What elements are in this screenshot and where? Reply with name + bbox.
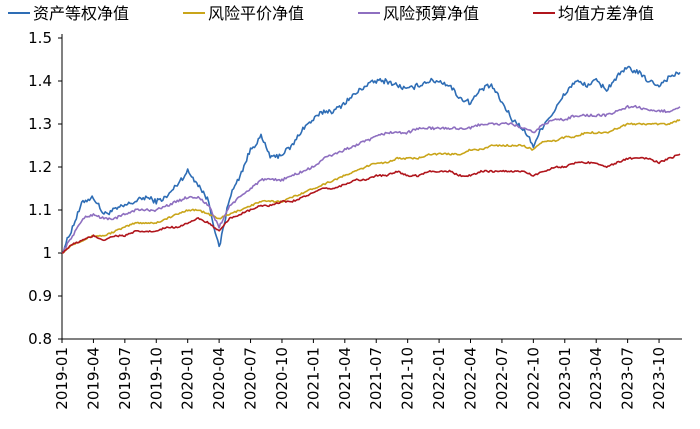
legend: 资产等权净值 风险平价净值 风险预算净值 均值方差净值: [8, 4, 654, 23]
x-tick-label: 2022-01: [430, 347, 448, 410]
legend-label: 风险预算净值: [383, 4, 479, 23]
x-tick-label: 2023-04: [587, 347, 605, 410]
x-tick-label: 2021-10: [399, 347, 417, 410]
y-tick-label: 1.3: [28, 115, 52, 133]
x-tick-label: 2023-07: [619, 347, 637, 410]
y-tick-label: 1.2: [28, 158, 52, 176]
x-tick-label: 2019-01: [53, 347, 71, 410]
series-line: [61, 65, 681, 254]
x-tick-label: 2020-07: [242, 347, 260, 410]
x-tick-label: 2021-07: [367, 347, 385, 410]
x-tick-label: 2023-10: [650, 347, 668, 410]
series-layer: [61, 65, 681, 254]
legend-label: 风险平价净值: [208, 4, 304, 23]
x-tick-label: 2020-01: [179, 347, 197, 410]
x-tick-label: 2020-04: [210, 347, 228, 410]
x-tick-label: 2021-04: [336, 347, 354, 410]
x-tick-label: 2022-07: [493, 347, 511, 410]
y-tick-label: 1.4: [28, 72, 52, 90]
series-line: [61, 104, 681, 254]
legend-label: 均值方差净值: [558, 4, 654, 23]
x-tick-label: 2021-01: [304, 347, 322, 410]
x-tick-label: 2023-01: [556, 347, 574, 410]
x-tick-label: 2022-04: [462, 347, 480, 410]
y-tick-label: 1.5: [28, 29, 52, 47]
x-tick-label: 2019-10: [147, 347, 165, 410]
x-axis: 2019-01 2019-04 2019-07 2019-10 2020-01 2020-…: [53, 338, 682, 410]
x-tick-label: 2019-07: [116, 347, 134, 410]
y-tick-label: 0.8: [28, 330, 52, 348]
series-line: [61, 119, 681, 254]
y-tick-label: 0.9: [28, 287, 52, 305]
x-tick-label: 2022-10: [524, 347, 542, 410]
y-tick-label: 1: [42, 244, 52, 262]
legend-label: 资产等权净值: [33, 4, 129, 23]
y-axis: 0.8 0.9 1 1.1 1.2 1.3 1.4 1.5: [28, 29, 63, 348]
x-tick-label: 2020-10: [273, 347, 291, 410]
x-tick-label: 2019-04: [84, 347, 102, 410]
series-line: [61, 153, 681, 254]
y-tick-label: 1.1: [28, 201, 52, 219]
